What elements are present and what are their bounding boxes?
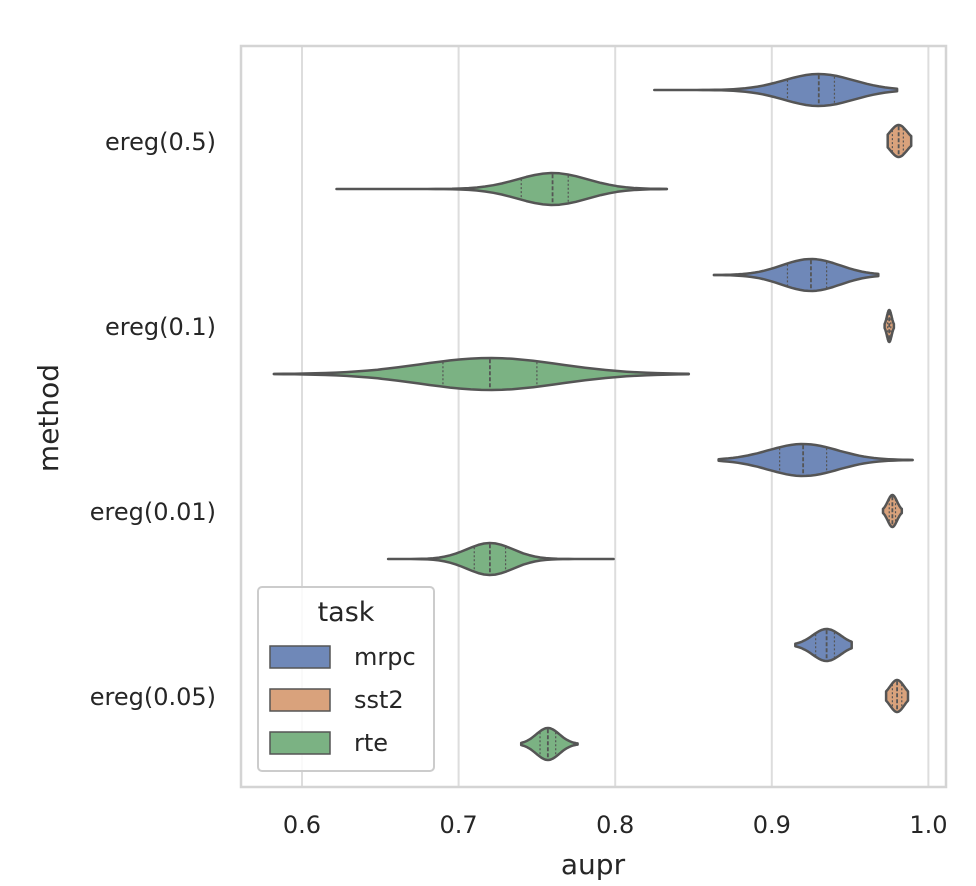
y-tick-label: ereg(0.01) — [90, 498, 216, 526]
legend-title: task — [318, 597, 375, 628]
violin-mrpc — [794, 627, 853, 663]
y-axis-label: method — [32, 364, 65, 472]
x-tick-label: 1.0 — [909, 811, 947, 839]
violin-rte — [386, 541, 615, 577]
violins — [272, 72, 914, 762]
violin-mrpc — [717, 442, 914, 478]
violin-mrpc — [653, 72, 899, 108]
x-tick-label: 0.8 — [596, 811, 634, 839]
plot-frame — [239, 44, 948, 789]
y-tick-label: ereg(0.5) — [105, 128, 216, 156]
violin-rte — [335, 171, 669, 207]
legend-swatch-mrpc — [269, 645, 331, 669]
x-axis-label: aupr — [561, 848, 626, 881]
x-tick-label: 0.9 — [753, 811, 791, 839]
y-tick-labels: ereg(0.5) ereg(0.1) ereg(0.01) ereg(0.05) — [90, 128, 216, 711]
violin-rte — [519, 726, 579, 762]
legend-label-mrpc: mrpc — [354, 643, 416, 671]
legend-entries: mrpc sst2 rte — [269, 643, 416, 757]
x-tick-labels: 0.6 0.7 0.8 0.9 1.0 — [283, 811, 948, 839]
y-tick-label: ereg(0.05) — [90, 683, 216, 711]
x-tick-label: 0.6 — [283, 811, 321, 839]
legend: task mrpc sst2 rte — [257, 586, 435, 772]
legend-box — [257, 586, 435, 772]
violin-rte — [272, 356, 691, 392]
legend-label-sst2: sst2 — [354, 686, 404, 714]
legend-swatch-rte — [269, 731, 331, 755]
legend-label-rte: rte — [354, 729, 388, 757]
legend-swatch-sst2 — [269, 688, 331, 712]
violin-mrpc — [712, 257, 880, 293]
x-tick-label: 0.7 — [440, 811, 478, 839]
y-tick-label: ereg(0.1) — [105, 313, 216, 341]
